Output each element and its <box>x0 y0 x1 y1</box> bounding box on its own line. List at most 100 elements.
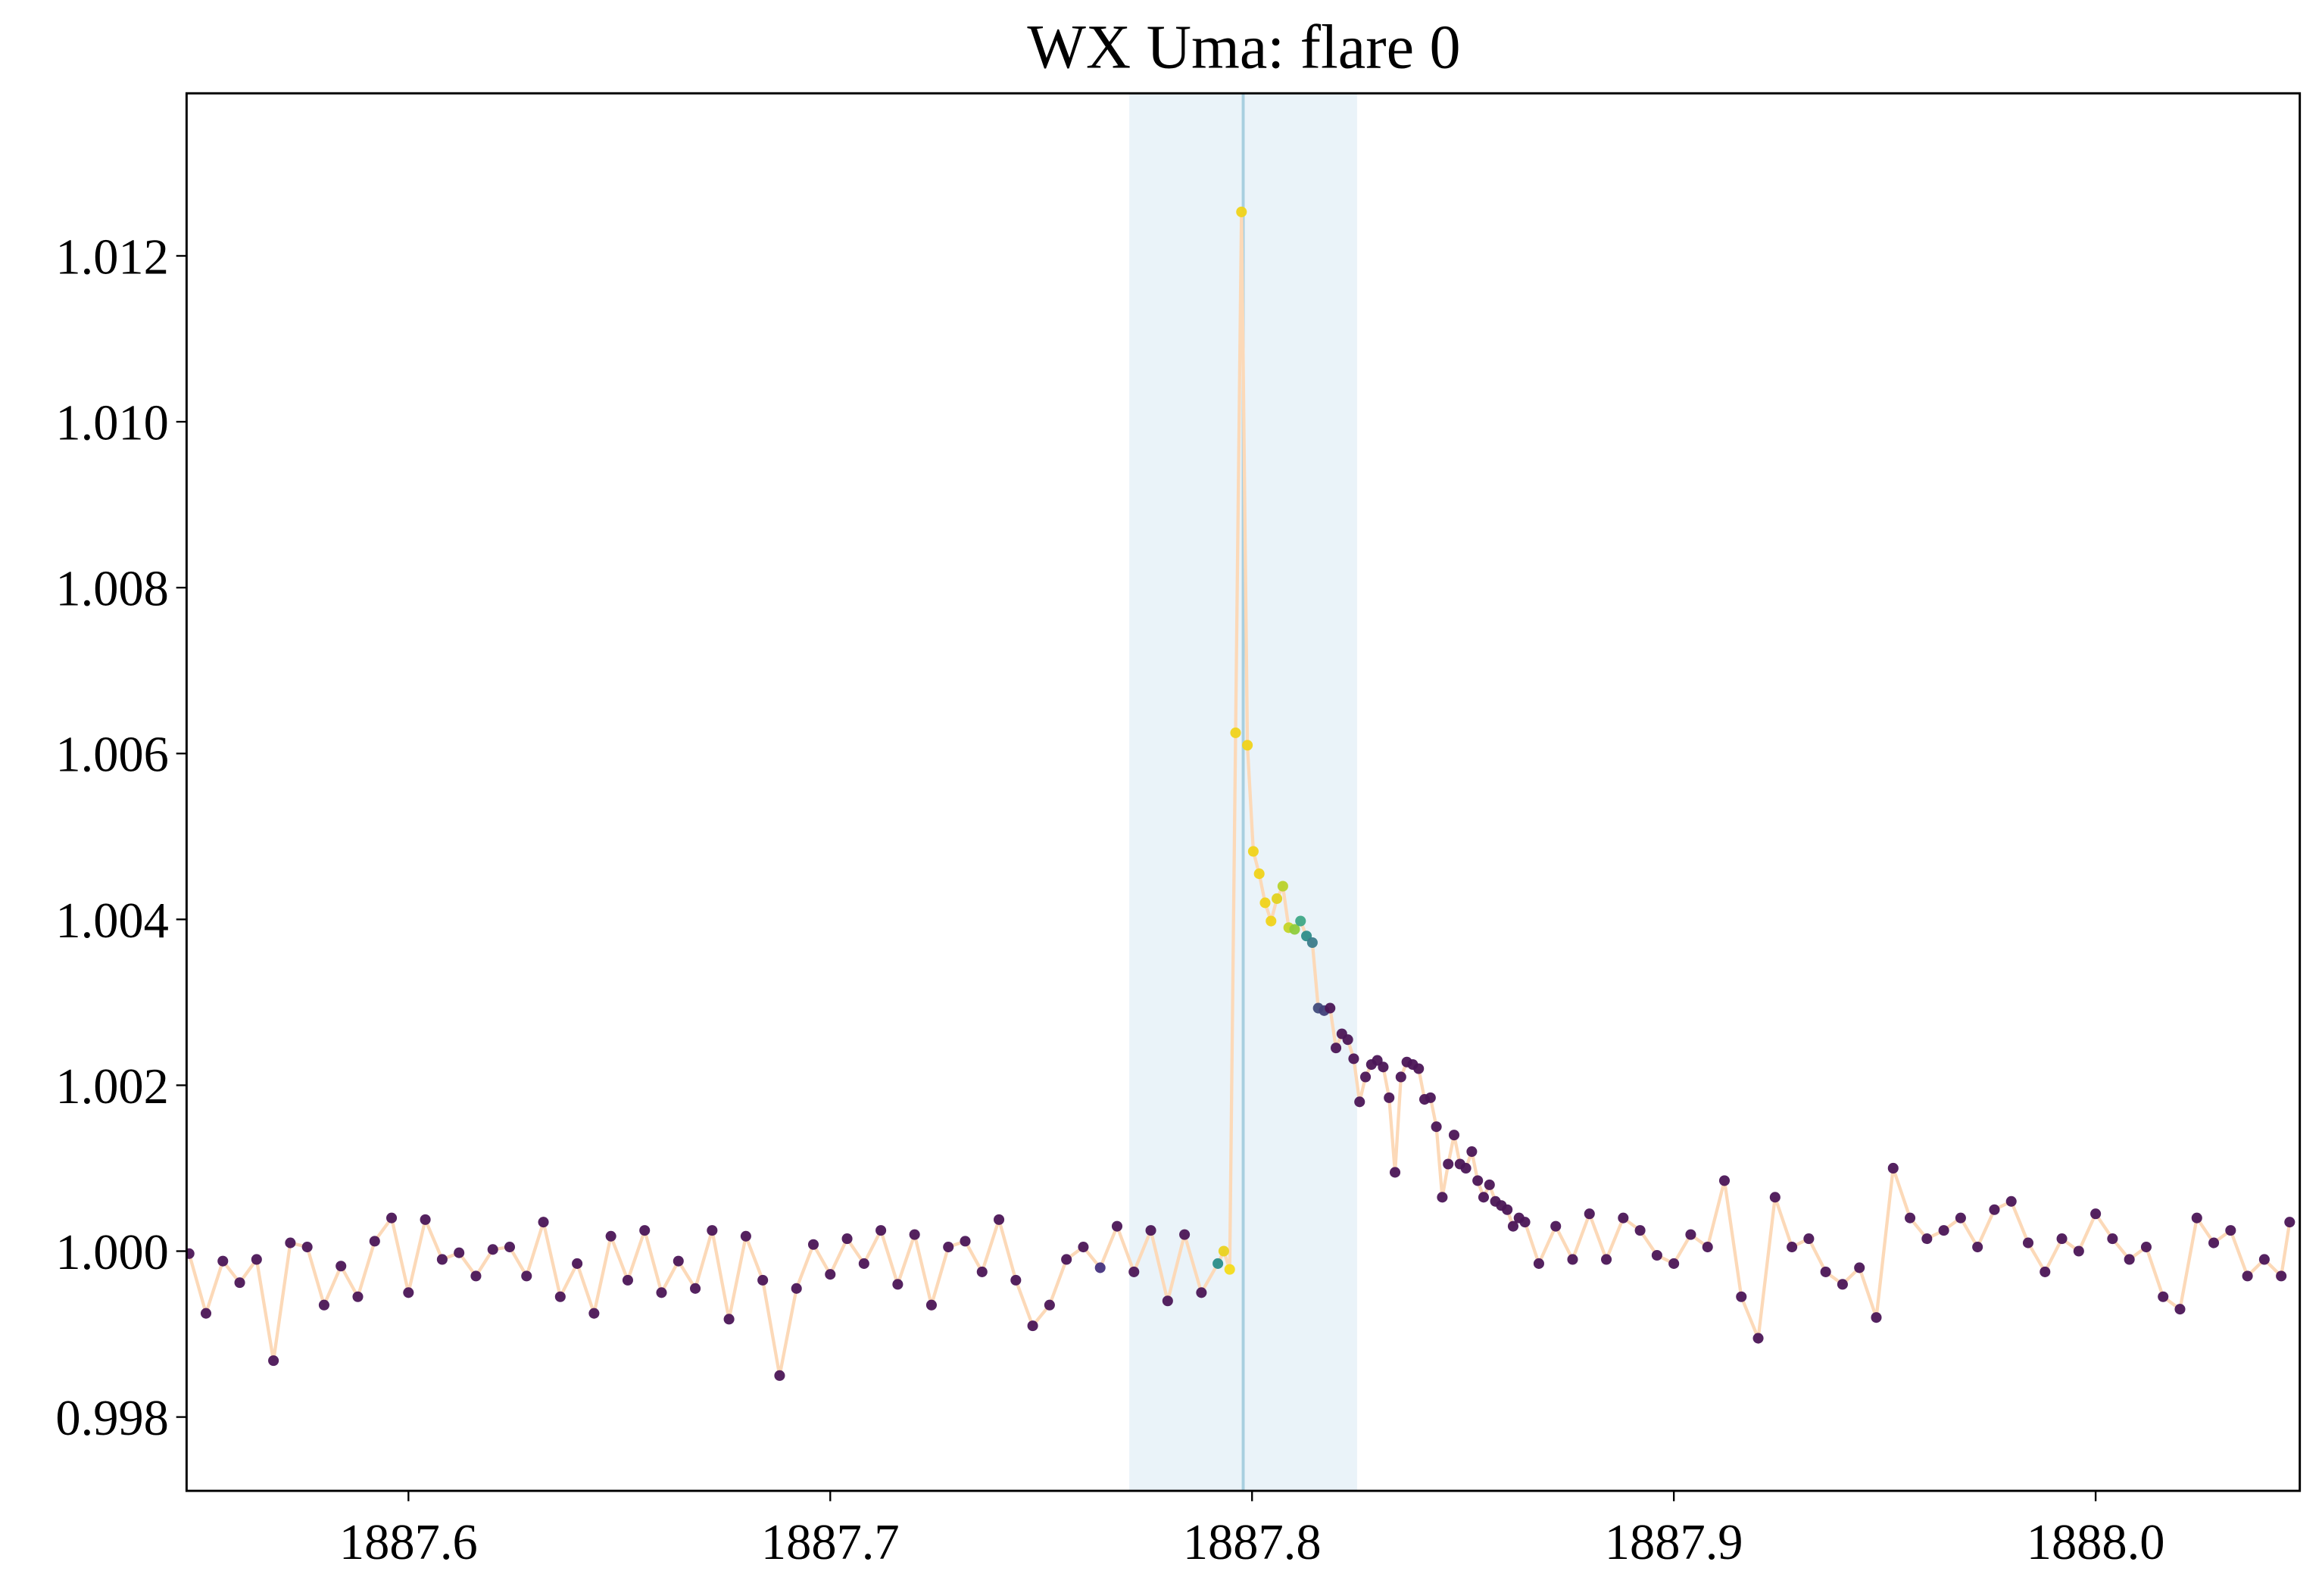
data-point <box>2022 1237 2034 1248</box>
x-tick-label: 1887.6 <box>339 1515 478 1570</box>
data-point <box>454 1247 465 1258</box>
data-point <box>807 1239 819 1250</box>
data-point <box>1295 915 1306 927</box>
y-tick-label: 0.998 <box>55 1391 169 1446</box>
data-point <box>1533 1258 1544 1269</box>
data-point <box>1567 1254 1578 1265</box>
data-point <box>1854 1262 1865 1273</box>
data-point <box>673 1255 684 1267</box>
data-point <box>1837 1279 1848 1290</box>
data-point <box>1601 1254 1612 1265</box>
data-point <box>1502 1204 1513 1215</box>
data-point <box>1230 727 1241 738</box>
chart-title: WX Uma: flare 0 <box>1027 12 1460 81</box>
data-point <box>1443 1158 1454 1170</box>
data-point <box>1094 1262 1106 1273</box>
data-point <box>1179 1229 1191 1240</box>
data-point <box>605 1230 616 1242</box>
data-point <box>1354 1096 1365 1108</box>
data-point <box>1236 206 1247 217</box>
data-point <box>1460 1162 1472 1174</box>
data-point <box>572 1258 583 1269</box>
data-point <box>1359 1071 1372 1083</box>
data-point <box>1472 1175 1484 1186</box>
data-point <box>825 1269 836 1280</box>
data-point <box>1289 924 1300 935</box>
data-point <box>268 1355 279 1367</box>
data-point <box>538 1217 549 1228</box>
data-point <box>2276 1270 2287 1282</box>
data-point <box>1010 1274 1022 1286</box>
data-point <box>2258 1254 2270 1265</box>
axes-frame <box>185 92 2302 1492</box>
data-point <box>1413 1063 1425 1074</box>
data-point <box>2284 1217 2295 1228</box>
data-point <box>352 1291 364 1302</box>
data-point <box>1989 1204 2000 1215</box>
data-point <box>2107 1233 2118 1245</box>
data-point <box>2140 1242 2152 1253</box>
data-point <box>1718 1175 1731 1186</box>
data-point <box>1769 1192 1781 1203</box>
data-point <box>707 1225 718 1236</box>
data-point <box>994 1214 1005 1225</box>
data-point <box>1466 1146 1478 1158</box>
data-point <box>858 1258 869 1269</box>
data-point <box>318 1299 329 1311</box>
data-point <box>2073 1245 2084 1257</box>
data-point <box>2208 1237 2220 1248</box>
data-point <box>976 1266 988 1277</box>
data-point <box>1242 740 1253 751</box>
data-point <box>909 1229 920 1240</box>
data-point <box>1395 1071 1406 1083</box>
data-point <box>1871 1312 1882 1323</box>
data-point <box>1145 1225 1156 1236</box>
data-point <box>841 1233 853 1245</box>
data-point <box>1389 1167 1401 1178</box>
data-point <box>1431 1121 1442 1133</box>
data-point <box>386 1212 398 1223</box>
data-point <box>943 1242 954 1253</box>
y-tick-label: 1.006 <box>55 728 169 783</box>
data-point <box>1218 1245 1229 1257</box>
data-point <box>470 1270 482 1282</box>
data-point <box>1111 1220 1123 1232</box>
data-point <box>2225 1225 2236 1236</box>
data-point <box>1078 1242 1089 1253</box>
data-point <box>1384 1092 1395 1103</box>
data-point <box>1325 1002 1336 1014</box>
y-tick-label: 1.004 <box>55 893 169 949</box>
y-tick-label: 1.002 <box>55 1059 169 1114</box>
data-point <box>1044 1299 1055 1311</box>
y-tick-label: 1.008 <box>55 562 169 617</box>
data-point <box>774 1370 785 1381</box>
data-point <box>1128 1266 1140 1277</box>
data-point <box>2174 1304 2186 1315</box>
data-point <box>369 1236 380 1247</box>
x-tick-label: 1887.8 <box>1183 1515 1322 1570</box>
data-point <box>740 1230 751 1242</box>
data-point <box>2056 1233 2068 1245</box>
data-point <box>875 1225 887 1236</box>
data-point <box>1634 1225 1646 1236</box>
data-point <box>791 1283 802 1294</box>
data-point <box>200 1308 212 1319</box>
data-point <box>1736 1291 1747 1302</box>
data-point <box>690 1283 701 1294</box>
data-point <box>1253 868 1265 880</box>
data-point <box>504 1242 516 1253</box>
data-point <box>217 1255 229 1267</box>
plot-area <box>186 93 2295 1492</box>
data-point <box>436 1254 448 1265</box>
data-point <box>251 1254 262 1265</box>
data-point <box>1685 1229 1696 1240</box>
y-tick-label: 1.010 <box>55 396 169 451</box>
x-tick-label: 1887.7 <box>761 1515 900 1570</box>
data-point <box>554 1291 566 1302</box>
data-point <box>1247 846 1259 857</box>
data-point <box>1938 1225 1949 1236</box>
data-point <box>2158 1291 2169 1302</box>
data-point <box>1519 1217 1531 1228</box>
data-point <box>1618 1212 1629 1223</box>
